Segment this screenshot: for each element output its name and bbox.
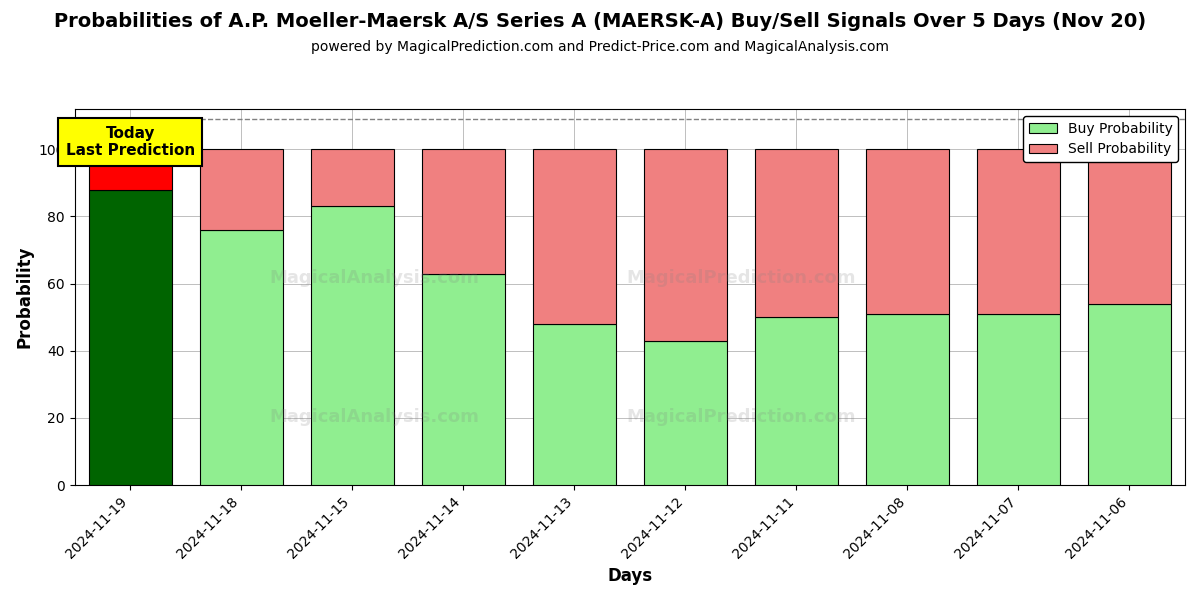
Bar <box>977 149 1060 314</box>
X-axis label: Days: Days <box>607 567 653 585</box>
Bar <box>755 317 838 485</box>
Text: MagicalPrediction.com: MagicalPrediction.com <box>626 409 856 427</box>
Bar <box>199 149 283 230</box>
Bar <box>89 152 172 190</box>
Bar <box>533 149 616 324</box>
Bar <box>755 149 838 317</box>
Bar <box>865 149 949 314</box>
Text: powered by MagicalPrediction.com and Predict-Price.com and MagicalAnalysis.com: powered by MagicalPrediction.com and Pre… <box>311 40 889 54</box>
Bar <box>89 190 172 485</box>
Bar <box>1088 304 1171 485</box>
Bar <box>977 314 1060 485</box>
Bar <box>643 341 727 485</box>
Bar <box>533 324 616 485</box>
Text: Probabilities of A.P. Moeller-Maersk A/S Series A (MAERSK-A) Buy/Sell Signals Ov: Probabilities of A.P. Moeller-Maersk A/S… <box>54 12 1146 31</box>
Bar <box>865 314 949 485</box>
Y-axis label: Probability: Probability <box>16 246 34 348</box>
Bar <box>643 149 727 341</box>
Text: MagicalAnalysis.com: MagicalAnalysis.com <box>270 409 479 427</box>
Text: Today
Last Prediction: Today Last Prediction <box>66 126 194 158</box>
Bar <box>421 149 505 274</box>
Text: MagicalAnalysis.com: MagicalAnalysis.com <box>270 269 479 287</box>
Bar <box>311 149 394 206</box>
Bar <box>199 230 283 485</box>
Bar <box>311 206 394 485</box>
Bar <box>1088 149 1171 304</box>
Bar <box>421 274 505 485</box>
Legend: Buy Probability, Sell Probability: Buy Probability, Sell Probability <box>1024 116 1178 162</box>
Text: MagicalPrediction.com: MagicalPrediction.com <box>626 269 856 287</box>
